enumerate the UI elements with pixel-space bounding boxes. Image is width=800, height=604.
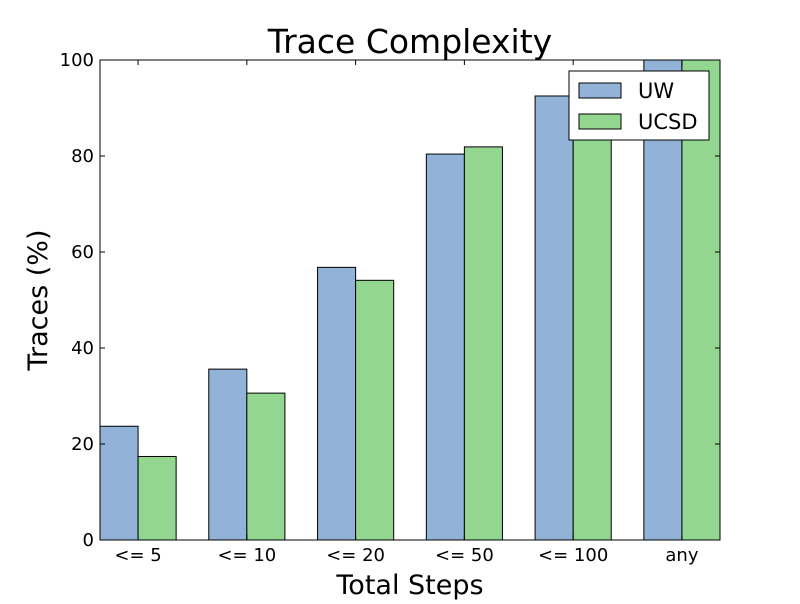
chart-title: Trace Complexity xyxy=(267,22,552,61)
ticks-group: <= 5 <= 10 <= 20 <= 50 <= 100 any 0 20 40 60 80 100 xyxy=(60,50,720,566)
y-tick-label: 20 xyxy=(71,434,94,455)
x-tick-label: <= 50 xyxy=(435,545,494,566)
legend-label-uw: UW xyxy=(638,79,674,103)
legend-swatch-ucsd xyxy=(578,113,622,130)
bar-ucsd-0 xyxy=(137,455,177,541)
legend: UW UCSD xyxy=(568,70,710,141)
x-tick-label: any xyxy=(665,545,698,566)
y-tick-label: 0 xyxy=(83,530,94,551)
y-tick-label: 40 xyxy=(71,338,94,359)
bar-uw-0 xyxy=(99,425,139,541)
bar-ucsd-3 xyxy=(463,146,503,541)
x-axis-label: Total Steps xyxy=(335,570,483,600)
y-tick-label: 100 xyxy=(60,50,94,71)
y-tick-label: 80 xyxy=(71,146,94,167)
x-tick-label: <= 20 xyxy=(326,545,385,566)
plot-frame xyxy=(99,59,721,541)
bar-uw-4 xyxy=(534,95,574,541)
x-tick-label: <= 5 xyxy=(114,545,161,566)
bar-uw-3 xyxy=(425,153,465,541)
legend-label-ucsd: UCSD xyxy=(638,110,698,134)
bar-uw-1 xyxy=(208,368,248,541)
x-tick-label: <= 10 xyxy=(217,545,276,566)
y-axis-label: Traces (%) xyxy=(23,230,54,372)
x-tick-label: <= 100 xyxy=(538,545,608,566)
bar-ucsd-1 xyxy=(246,392,286,541)
bar-ucsd-2 xyxy=(355,279,395,541)
bar-ucsd-4 xyxy=(572,77,612,541)
legend-swatch-uw xyxy=(578,82,622,99)
y-tick-label: 60 xyxy=(71,242,94,263)
bar-uw-2 xyxy=(317,266,357,541)
